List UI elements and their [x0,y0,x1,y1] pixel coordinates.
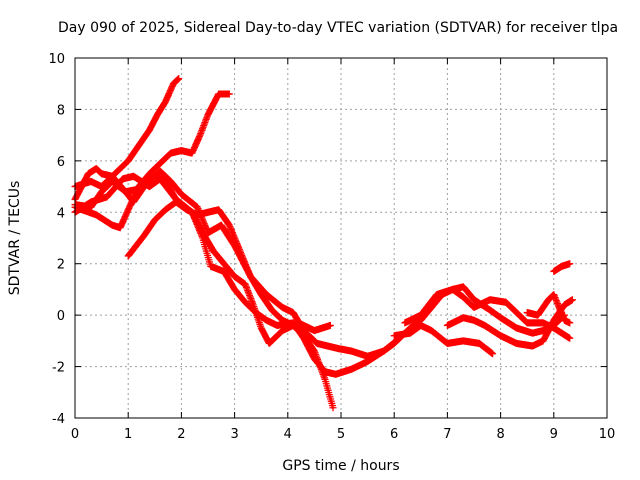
x-tick-label: 7 [443,427,451,442]
y-tick-label: 8 [57,103,65,118]
y-tick-label: 4 [57,206,65,221]
data-point [326,321,334,329]
series-track-4 [71,75,183,191]
x-tick-label: 10 [599,427,616,442]
data-point [566,260,574,268]
series-track-10 [523,291,574,327]
x-tick-label: 2 [177,427,185,442]
series-track-8 [401,285,574,342]
y-tick-label: -2 [52,361,65,376]
x-tick-label: 6 [390,427,398,442]
data-point [225,90,233,98]
plot-frame [74,57,608,419]
data-point [566,319,574,327]
series-track-6 [124,198,337,412]
x-tick-label: 0 [71,427,79,442]
x-tick-label: 3 [230,427,238,442]
x-tick-label: 1 [124,427,132,442]
series-track-1 [71,172,334,347]
y-tick-label: 2 [57,258,65,273]
x-tick-label: 4 [284,427,292,442]
series-track-5 [71,90,233,232]
y-tick-label: 6 [57,155,65,170]
data-point [329,404,337,412]
y-axis-label: SDTVAR / TECUs [7,181,23,296]
x-tick-label: 9 [550,427,558,442]
x-tick-label: 5 [337,427,345,442]
series-track-7 [390,321,497,358]
chart-title: Day 090 of 2025, Sidereal Day-to-day VTE… [58,20,618,36]
grid [75,58,607,418]
data-point [566,334,574,342]
data-point [175,75,183,83]
data-point [568,296,576,304]
y-tick-label: 10 [48,52,65,67]
y-tick-label: 0 [57,309,65,324]
x-axis-label: GPS time / hours [282,458,399,474]
series-track-11 [550,260,574,275]
axis-ticks: 0 1 2 3 4 5 6 7 8 9 10 -4 -2 0 2 4 6 8 10 [48,52,615,442]
x-tick-label: 8 [496,427,504,442]
y-tick-label: -4 [52,412,65,427]
data-point [489,350,497,358]
data-series [71,75,576,412]
